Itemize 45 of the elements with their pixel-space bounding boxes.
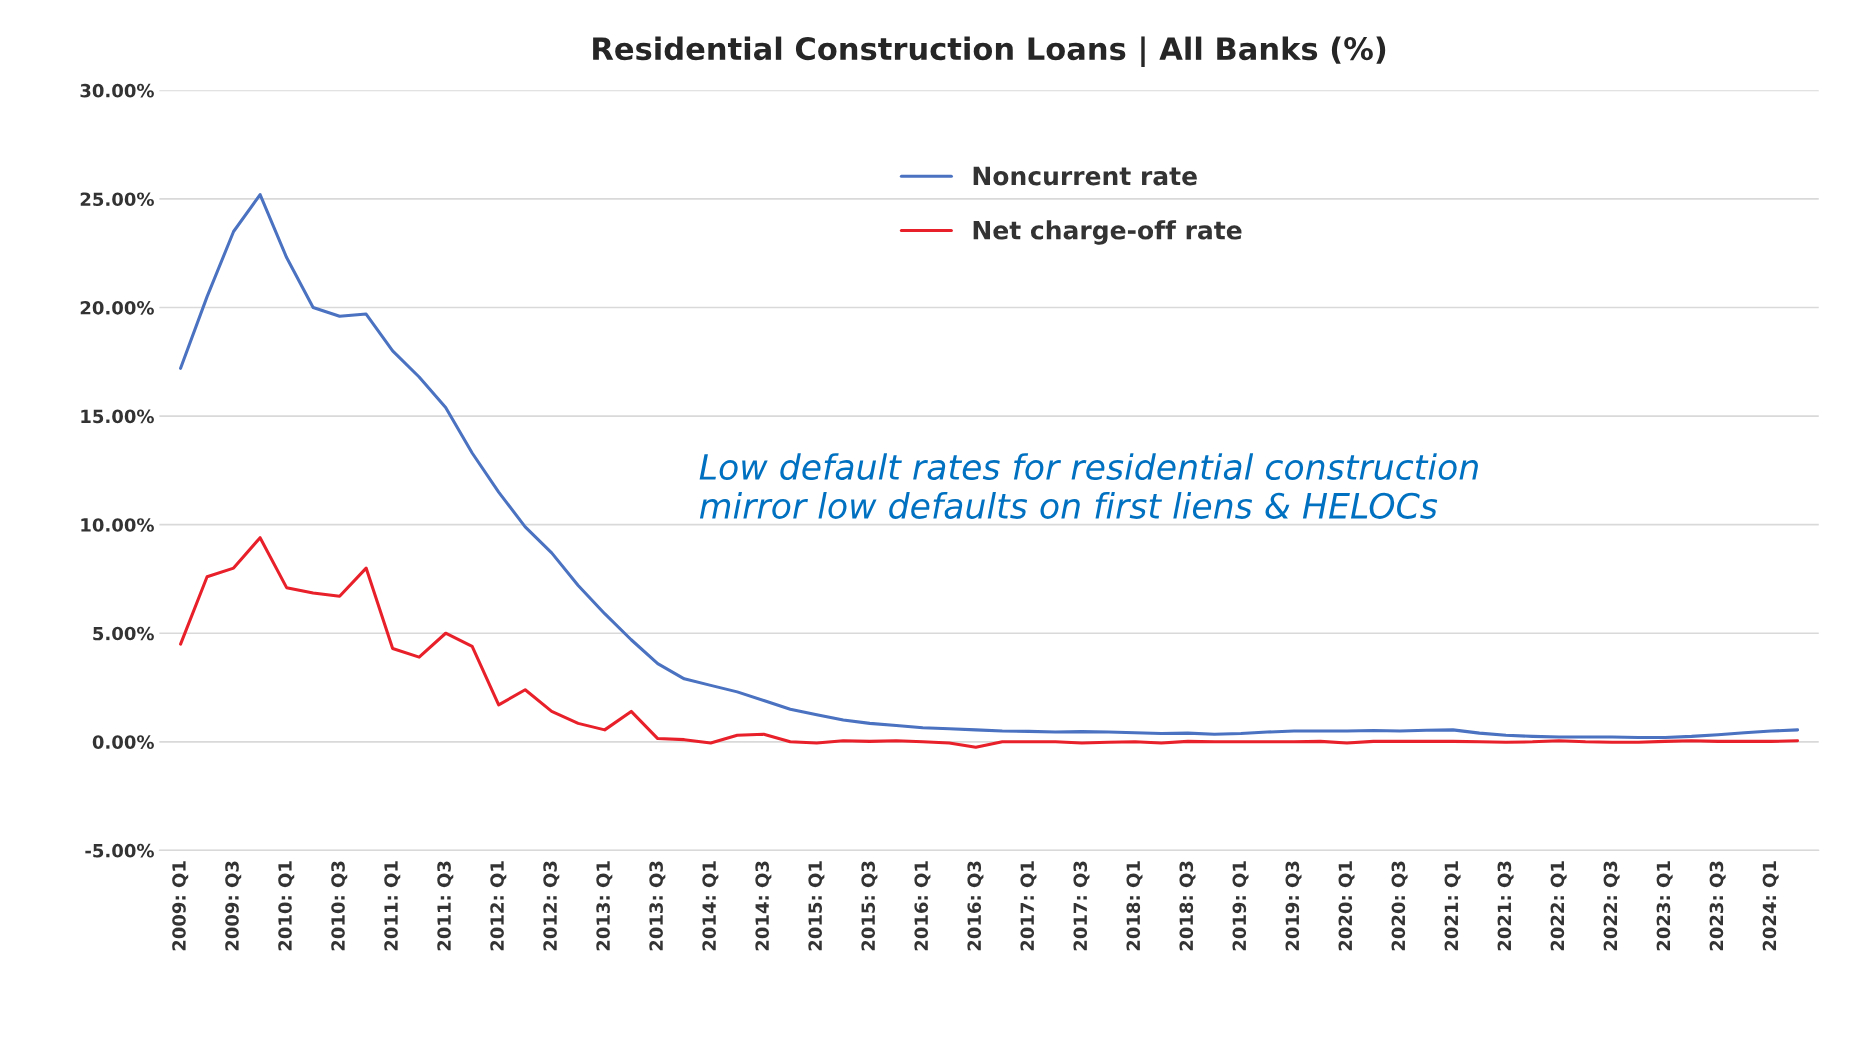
x-tick-label: 2017: Q3 (1073, 861, 1090, 951)
y-tick-label: 20.00% (80, 300, 154, 315)
x-tick-label: 2017: Q1 (1020, 861, 1037, 951)
x-tick-label: 2015: Q3 (861, 861, 878, 951)
x-tick-label: 2014: Q1 (702, 861, 719, 951)
y-tick-label: 30.00% (80, 83, 154, 98)
x-tick-label: 2020: Q3 (1391, 861, 1408, 951)
legend-label: Noncurrent rate (973, 166, 1197, 186)
x-tick-label: 2012: Q1 (490, 861, 507, 951)
y-tick-label: 0.00% (92, 735, 154, 749)
y-tick-label: -5.00% (85, 843, 154, 858)
annotation: Low default rates for residential construction mirror low defaults on first liens & HELOCs (699, 453, 1478, 519)
x-tick-label: 2023: Q1 (1656, 861, 1673, 951)
x-tick-label: 2016: Q3 (967, 861, 984, 951)
x-tick-label: 2014: Q3 (755, 861, 772, 951)
x-tick-label: 2010: Q3 (331, 861, 348, 951)
x-tick-label: 2012: Q3 (543, 861, 560, 951)
x-tick-label: 2019: Q1 (1232, 861, 1249, 951)
x-tick-label: 2023: Q3 (1709, 861, 1726, 951)
y-tick-label: 5.00% (93, 626, 154, 641)
x-tick-label: 2024: Q1 (1762, 861, 1779, 951)
y-tick-label: 25.00% (80, 192, 154, 207)
x-tick-label: 2009: Q3 (225, 861, 242, 951)
x-tick-label: 2018: Q1 (1126, 861, 1143, 951)
x-tick-label: 2018: Q3 (1179, 861, 1196, 951)
x-tick-label: 2016: Q1 (914, 861, 931, 951)
line-series (179, 536, 1800, 749)
chart-title: Residential Construction Loans | All Banks (%) (593, 36, 1386, 67)
x-tick-label: 2020: Q1 (1338, 861, 1355, 951)
x-tick-label: 2021: Q1 (1444, 861, 1461, 951)
x-tick-label: 2019: Q3 (1285, 861, 1302, 951)
line-series (179, 193, 1800, 740)
y-tick-label: 15.00% (81, 409, 154, 424)
y-tick-label: 10.00% (81, 518, 154, 532)
x-tick-label: 2010: Q1 (278, 861, 295, 951)
x-tick-label: 2011: Q3 (437, 861, 454, 951)
x-tick-label: 2013: Q1 (596, 861, 613, 951)
x-tick-label: 2022: Q3 (1603, 861, 1620, 951)
x-tick-label: 2011: Q1 (384, 861, 401, 951)
x-tick-label: 2022: Q1 (1550, 861, 1567, 951)
x-tick-label: 2009: Q1 (172, 861, 189, 951)
x-tick-label: 2013: Q3 (649, 861, 666, 951)
x-tick-label: 2015: Q1 (808, 861, 825, 951)
x-tick-label: 2021: Q3 (1497, 861, 1514, 951)
legend-label: Net charge-off rate (973, 220, 1242, 245)
